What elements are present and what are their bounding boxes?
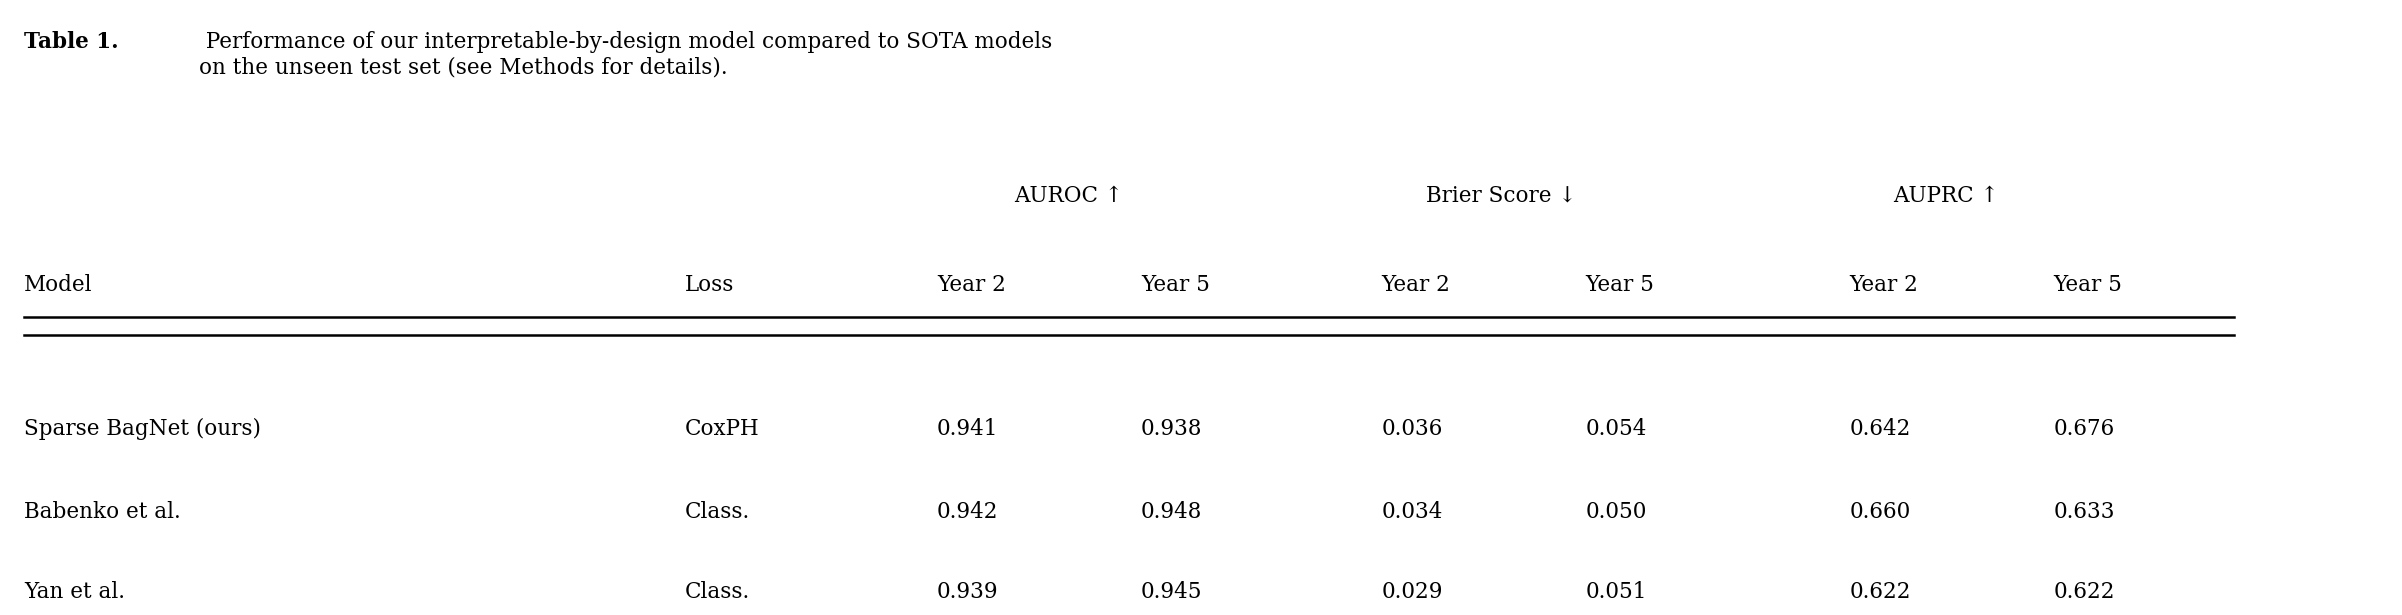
Text: 0.633: 0.633 [2054, 501, 2116, 523]
Text: 0.029: 0.029 [1381, 581, 1444, 603]
Text: 0.939: 0.939 [937, 581, 999, 603]
Text: 0.622: 0.622 [2054, 581, 2116, 603]
Text: AUPRC ↑: AUPRC ↑ [1893, 184, 1998, 207]
Text: 0.948: 0.948 [1141, 501, 1203, 523]
Text: 0.945: 0.945 [1141, 581, 1203, 603]
Text: Year 2: Year 2 [1381, 274, 1451, 296]
Text: 0.622: 0.622 [1850, 581, 1912, 603]
Text: 0.941: 0.941 [937, 418, 999, 440]
Text: CoxPH: CoxPH [685, 418, 759, 440]
Text: 0.036: 0.036 [1381, 418, 1444, 440]
Text: Year 5: Year 5 [2054, 274, 2123, 296]
Text: Babenko et al.: Babenko et al. [24, 501, 180, 523]
Text: Year 5: Year 5 [1585, 274, 1655, 296]
Text: Yan et al.: Yan et al. [24, 581, 125, 603]
Text: Performance of our interpretable-by-design model compared to SOTA models
on the : Performance of our interpretable-by-desi… [199, 31, 1052, 78]
Text: Year 5: Year 5 [1141, 274, 1211, 296]
Text: 0.938: 0.938 [1141, 418, 1203, 440]
Text: 0.660: 0.660 [1850, 501, 1910, 523]
Text: Sparse BagNet (ours): Sparse BagNet (ours) [24, 418, 262, 440]
Text: AUROC ↑: AUROC ↑ [1014, 184, 1124, 207]
Text: Loss: Loss [685, 274, 735, 296]
Text: Year 2: Year 2 [937, 274, 1006, 296]
Text: 0.942: 0.942 [937, 501, 999, 523]
Text: Brier Score ↓: Brier Score ↓ [1427, 184, 1576, 207]
Text: 0.051: 0.051 [1585, 581, 1648, 603]
Text: 0.034: 0.034 [1381, 501, 1444, 523]
Text: 0.676: 0.676 [2054, 418, 2114, 440]
Text: Year 2: Year 2 [1850, 274, 1919, 296]
Text: Table 1.: Table 1. [24, 31, 118, 53]
Text: 0.054: 0.054 [1585, 418, 1648, 440]
Text: 0.642: 0.642 [1850, 418, 1912, 440]
Text: Model: Model [24, 274, 94, 296]
Text: Class.: Class. [685, 581, 749, 603]
Text: 0.050: 0.050 [1585, 501, 1648, 523]
Text: Class.: Class. [685, 501, 749, 523]
